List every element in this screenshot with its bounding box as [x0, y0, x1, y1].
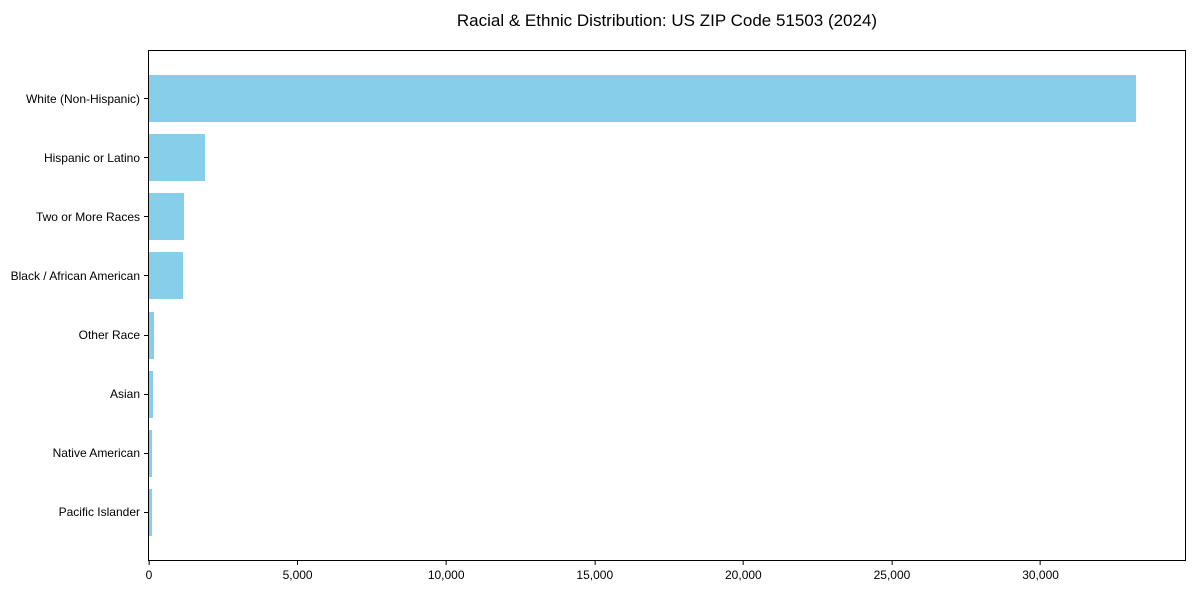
- bar: [149, 252, 183, 300]
- bar-row: [149, 365, 1185, 424]
- x-tick: 30,000: [1022, 561, 1059, 582]
- x-tick: 10,000: [428, 561, 465, 582]
- x-tick-label: 25,000: [873, 568, 911, 582]
- y-tick-label: Asian: [109, 387, 140, 402]
- x-tick: 20,000: [725, 561, 762, 582]
- y-tick-row: Other Race: [0, 306, 148, 365]
- bar-row: [149, 69, 1185, 128]
- x-tick-mark: [594, 561, 596, 565]
- x-tick-label: 5,000: [282, 568, 313, 582]
- y-tick-label: Two or More Races: [35, 209, 140, 224]
- x-tick-mark: [742, 561, 744, 565]
- x-tick-label: 0: [145, 568, 153, 582]
- bar: [149, 311, 155, 359]
- bar-row: [149, 128, 1185, 187]
- x-tick: 5,000: [283, 561, 313, 582]
- x-axis: 0 5,000 10,000 15,000 20,000 25,000 30,000: [145, 561, 1185, 593]
- bar-row: [149, 306, 1185, 365]
- y-tick-label: Native American: [52, 446, 140, 461]
- y-tick-mark: [144, 452, 148, 454]
- x-tick-mark: [297, 561, 299, 565]
- x-tick: 15,000: [576, 561, 613, 582]
- y-tick-row: Black / African American: [0, 246, 148, 305]
- y-tick-row: Two or More Races: [0, 187, 148, 246]
- bar: [149, 193, 184, 241]
- y-tick-mark: [144, 98, 148, 100]
- x-tick-label: 30,000: [1022, 568, 1059, 582]
- bar: [149, 370, 154, 418]
- x-tick-label: 15,000: [576, 568, 614, 582]
- y-tick-label: Hispanic or Latino: [43, 150, 140, 165]
- chart-title: Racial & Ethnic Distribution: US ZIP Cod…: [456, 11, 878, 30]
- y-tick-label: Other Race: [78, 328, 140, 343]
- bar: [149, 75, 1136, 123]
- y-tick-mark: [144, 157, 148, 159]
- y-tick-row: White (Non-Hispanic): [0, 69, 148, 128]
- y-tick-mark: [144, 216, 148, 218]
- x-tick: 0: [145, 561, 153, 582]
- x-tick-mark: [1040, 561, 1042, 565]
- y-tick-label: Pacific Islander: [58, 505, 140, 520]
- bar: [149, 134, 206, 182]
- y-tick-row: Native American: [0, 424, 148, 483]
- y-tick-mark: [144, 511, 148, 513]
- x-tick-mark: [891, 561, 893, 565]
- x-tick: 25,000: [873, 561, 911, 582]
- y-tick-label: Black / African American: [10, 268, 140, 283]
- y-tick-label: White (Non-Hispanic): [25, 91, 140, 106]
- y-tick-mark: [144, 334, 148, 336]
- y-tick-row: Asian: [0, 365, 148, 424]
- bar: [149, 488, 152, 536]
- y-tick-row: Pacific Islander: [0, 483, 148, 542]
- bar-row: [149, 483, 1185, 542]
- y-tick-row: Hispanic or Latino: [0, 128, 148, 187]
- y-axis: White (Non-Hispanic) Hispanic or Latino Tw…: [0, 51, 148, 560]
- x-tick-label: 10,000: [427, 568, 465, 582]
- y-tick-mark: [144, 275, 148, 277]
- bar-row: [149, 187, 1185, 246]
- bar: [149, 429, 152, 477]
- bar-row: [149, 246, 1185, 305]
- x-tick-mark: [148, 561, 150, 565]
- x-tick-mark: [445, 561, 447, 565]
- y-tick-mark: [144, 393, 148, 395]
- bar-row: [149, 424, 1185, 483]
- plot-area: [148, 50, 1186, 561]
- x-tick-label: 20,000: [725, 568, 762, 582]
